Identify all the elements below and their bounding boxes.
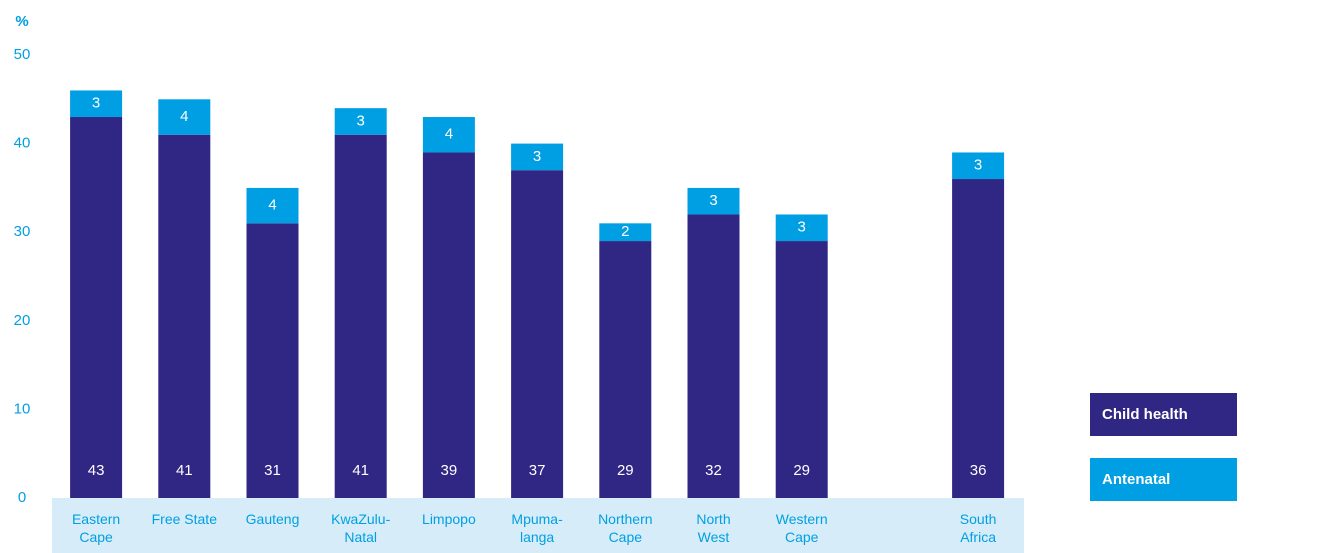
data-label: 4 [180,108,188,125]
x-tick-label: Northern Cape [598,511,653,545]
y-tick-label: 40 [14,135,31,152]
data-label: 41 [176,462,193,479]
y-tick-label: 0 [18,489,26,506]
bar-segment [70,90,123,118]
y-tick-label: 30 [14,223,31,240]
data-label: 29 [793,462,810,479]
bar-segment [599,223,652,242]
x-tick-label: Gauteng [245,511,300,527]
bar-segment [511,170,564,498]
bar-segment [687,187,740,215]
bar-segment [775,214,828,242]
data-label: 3 [357,112,365,129]
x-tick-label: South Africa [959,511,997,545]
category-band [52,498,1024,553]
data-label: 29 [617,462,634,479]
x-tick-label: Mpuma- langa [511,511,563,545]
bar-segment [511,143,564,171]
data-label: 3 [974,157,982,174]
bar-segment [687,214,740,499]
data-label: 4 [445,126,453,143]
legend-label: Child health [1102,406,1188,423]
y-tick-label: 20 [14,312,31,329]
y-tick-label: 50 [14,46,31,63]
x-tick-label: North West [696,511,731,545]
data-label: 3 [709,192,717,209]
legend-swatch [1090,393,1237,436]
data-label: 31 [264,462,281,479]
data-label: 3 [798,219,806,236]
bar-segment [422,117,475,153]
x-tick-label: Western Cape [775,511,828,545]
bar-segment [334,134,387,499]
y-tick-label: 10 [14,400,31,417]
bar-segment [158,134,211,499]
data-label: 3 [533,148,541,165]
data-label: 2 [621,223,629,240]
x-tick-label: Free State [151,511,217,527]
bar-segment [334,108,387,135]
bar-segment [70,117,123,499]
bar-segment [775,241,828,498]
bar-segment [246,223,299,498]
data-label: 37 [529,462,546,479]
data-label: 3 [92,95,100,112]
bar-segment [422,152,475,498]
data-label: 39 [441,462,458,479]
x-tick-label: Limpopo [422,511,476,527]
legend-swatch [1090,458,1237,501]
x-tick-label: Eastern Cape [71,511,121,545]
x-tick-label: KwaZulu- Natal [331,511,391,545]
data-label: 43 [88,462,105,479]
bar-segment [599,241,652,498]
data-label: 36 [970,462,987,479]
bar-segment [952,179,1005,499]
data-label: 41 [352,462,369,479]
bar-segment [246,187,299,224]
y-axis-label: % [15,13,28,30]
bar-segment [158,99,211,135]
data-label: 32 [705,462,722,479]
bar-segment [952,152,1005,180]
legend-label: Antenatal [1102,471,1170,488]
data-label: 4 [268,197,276,214]
